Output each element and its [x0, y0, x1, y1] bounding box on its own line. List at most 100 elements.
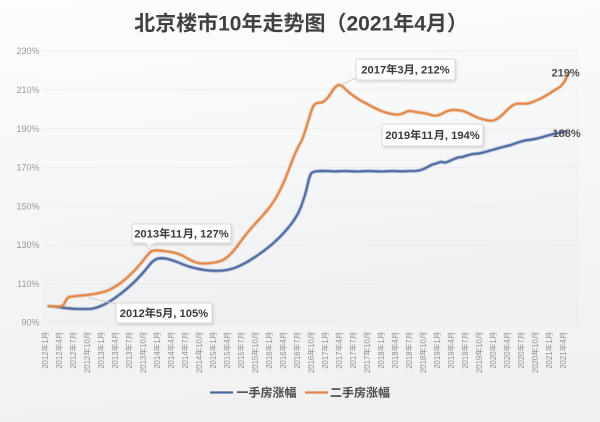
svg-text:2019: 2019 [447, 351, 456, 368]
svg-text:2017: 2017 [349, 351, 358, 368]
svg-text:4: 4 [559, 339, 568, 344]
svg-text:4: 4 [414, 13, 426, 36]
svg-text:10: 10 [195, 339, 204, 348]
svg-text:1: 1 [433, 339, 442, 343]
svg-text:1: 1 [209, 339, 218, 343]
svg-text:10: 10 [139, 339, 148, 348]
svg-text:4: 4 [111, 339, 120, 344]
svg-text:1: 1 [545, 339, 554, 343]
svg-text:219%: 219% [552, 68, 580, 80]
svg-text:4: 4 [391, 339, 400, 344]
svg-text:2014: 2014 [167, 351, 176, 369]
svg-text:1: 1 [97, 339, 106, 343]
svg-text:7: 7 [517, 339, 526, 343]
svg-text:4: 4 [279, 339, 288, 344]
svg-text:7: 7 [125, 339, 134, 343]
svg-text:7: 7 [461, 339, 470, 343]
svg-text:150%: 150% [16, 201, 39, 211]
svg-text:2016: 2016 [307, 356, 316, 373]
svg-text:1: 1 [489, 339, 498, 343]
svg-text:2013: 2013 [111, 351, 120, 368]
svg-text:4: 4 [503, 339, 512, 344]
svg-text:2019: 2019 [461, 351, 470, 368]
svg-text:, 194%: , 194% [445, 130, 480, 142]
svg-text:2020: 2020 [517, 351, 526, 369]
svg-text:10: 10 [83, 339, 92, 348]
svg-text:7: 7 [293, 339, 302, 343]
svg-text:2016: 2016 [265, 351, 274, 368]
svg-text:2015: 2015 [251, 355, 260, 373]
svg-text:10: 10 [218, 13, 241, 36]
svg-text:4: 4 [447, 339, 456, 344]
svg-text:7: 7 [181, 339, 190, 343]
svg-text:4: 4 [167, 339, 176, 344]
svg-text:4: 4 [335, 339, 344, 344]
svg-text:2018: 2018 [419, 356, 428, 373]
svg-text:10: 10 [531, 339, 540, 348]
svg-text:2020: 2020 [531, 355, 540, 373]
svg-text:90%: 90% [21, 318, 39, 328]
svg-text:10: 10 [307, 339, 316, 348]
svg-text:2017: 2017 [361, 65, 386, 77]
svg-text:2012: 2012 [120, 308, 145, 320]
svg-text:2018: 2018 [377, 351, 386, 368]
svg-text:230%: 230% [16, 46, 39, 56]
svg-text:2017: 2017 [335, 351, 344, 368]
svg-text:10: 10 [419, 339, 428, 348]
svg-text:10: 10 [363, 339, 372, 348]
svg-text:2016: 2016 [279, 351, 288, 368]
svg-text:, 127%: , 127% [194, 229, 229, 241]
svg-text:4: 4 [223, 339, 232, 344]
svg-text:2012: 2012 [83, 356, 92, 373]
svg-text:11: 11 [421, 130, 433, 142]
svg-text:3: 3 [397, 65, 403, 77]
svg-text:2012: 2012 [55, 351, 64, 368]
svg-text:, 212%: , 212% [415, 65, 450, 77]
svg-text:110%: 110% [17, 279, 39, 289]
svg-text:210%: 210% [16, 85, 39, 95]
svg-text:2020: 2020 [489, 351, 498, 369]
svg-text:5: 5 [156, 308, 162, 320]
svg-text:2018: 2018 [405, 351, 414, 368]
svg-text:188%: 188% [553, 128, 581, 140]
svg-text:2021: 2021 [347, 13, 394, 36]
svg-text:2021: 2021 [545, 351, 554, 368]
svg-text:170%: 170% [16, 163, 39, 173]
svg-text:2017: 2017 [363, 356, 372, 373]
svg-text:1: 1 [41, 339, 50, 343]
svg-text:2017: 2017 [321, 351, 330, 368]
svg-text:2016: 2016 [293, 351, 302, 368]
svg-text:190%: 190% [16, 124, 39, 134]
svg-text:2015: 2015 [237, 351, 246, 369]
svg-text:2020: 2020 [503, 351, 512, 369]
svg-text:2019: 2019 [433, 351, 442, 368]
svg-text:2013: 2013 [97, 351, 106, 368]
svg-text:2019: 2019 [475, 356, 484, 373]
svg-text:7: 7 [237, 339, 246, 343]
svg-text:2014: 2014 [181, 351, 190, 369]
svg-text:, 105%: , 105% [173, 308, 208, 320]
svg-text:1: 1 [377, 339, 386, 343]
svg-text:1: 1 [321, 339, 330, 343]
svg-text:11: 11 [170, 229, 182, 241]
svg-text:4: 4 [55, 339, 64, 344]
svg-text:2012: 2012 [69, 351, 78, 368]
svg-text:7: 7 [69, 339, 78, 343]
svg-text:2014: 2014 [153, 351, 162, 369]
svg-text:1: 1 [265, 339, 274, 343]
svg-text:10: 10 [251, 339, 260, 348]
svg-text:2015: 2015 [209, 351, 218, 369]
svg-text:2021: 2021 [559, 351, 568, 368]
svg-text:2013: 2013 [139, 356, 148, 373]
svg-text:2012: 2012 [41, 351, 50, 368]
svg-text:2013: 2013 [134, 229, 159, 241]
svg-text:2013: 2013 [125, 351, 134, 368]
svg-text:130%: 130% [16, 240, 39, 250]
svg-text:2018: 2018 [391, 351, 400, 368]
svg-text:1: 1 [153, 339, 162, 343]
svg-text:2015: 2015 [223, 351, 232, 369]
svg-text:7: 7 [405, 339, 414, 343]
svg-text:10: 10 [475, 339, 484, 348]
svg-text:7: 7 [349, 339, 358, 343]
svg-text:2014: 2014 [195, 355, 204, 373]
